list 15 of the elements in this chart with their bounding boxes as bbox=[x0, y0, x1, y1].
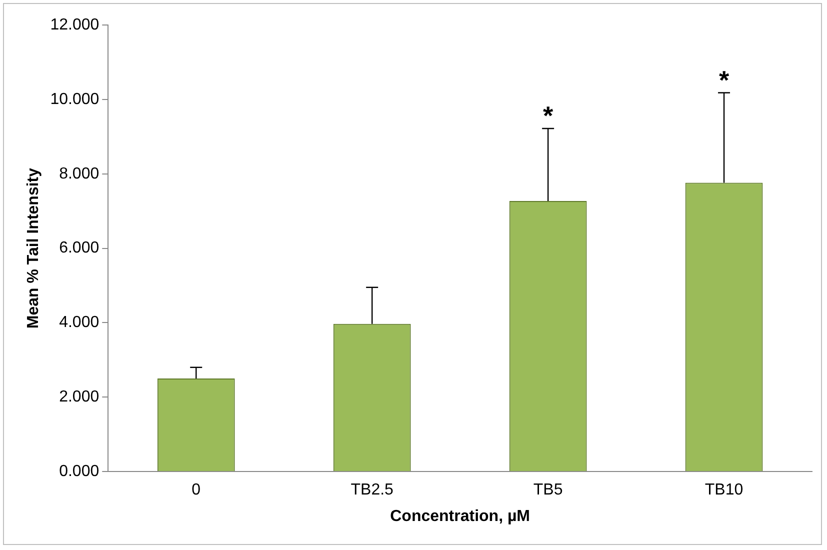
x-tick-label: TB2.5 bbox=[350, 482, 394, 499]
y-axis-title: Mean % Tail Intensity bbox=[25, 168, 42, 329]
x-axis-title: Concentration, µM bbox=[390, 508, 530, 525]
annotation: * bbox=[718, 64, 730, 95]
x-tick-label: TB5 bbox=[533, 482, 563, 499]
y-tick-label: 0.000 bbox=[59, 463, 100, 480]
annotation: * bbox=[542, 100, 554, 131]
x-tick-label: 0 bbox=[192, 482, 201, 499]
y-tick-label: 12.000 bbox=[50, 16, 100, 34]
y-tick-label: 6.000 bbox=[59, 240, 100, 257]
y-tick-label: 8.000 bbox=[59, 165, 100, 182]
y-tick-label: 2.000 bbox=[59, 388, 100, 406]
y-tick-label: 10.000 bbox=[50, 90, 100, 108]
x-tick-label: TB10 bbox=[704, 482, 744, 499]
y-tick-label: 4.000 bbox=[59, 314, 100, 332]
